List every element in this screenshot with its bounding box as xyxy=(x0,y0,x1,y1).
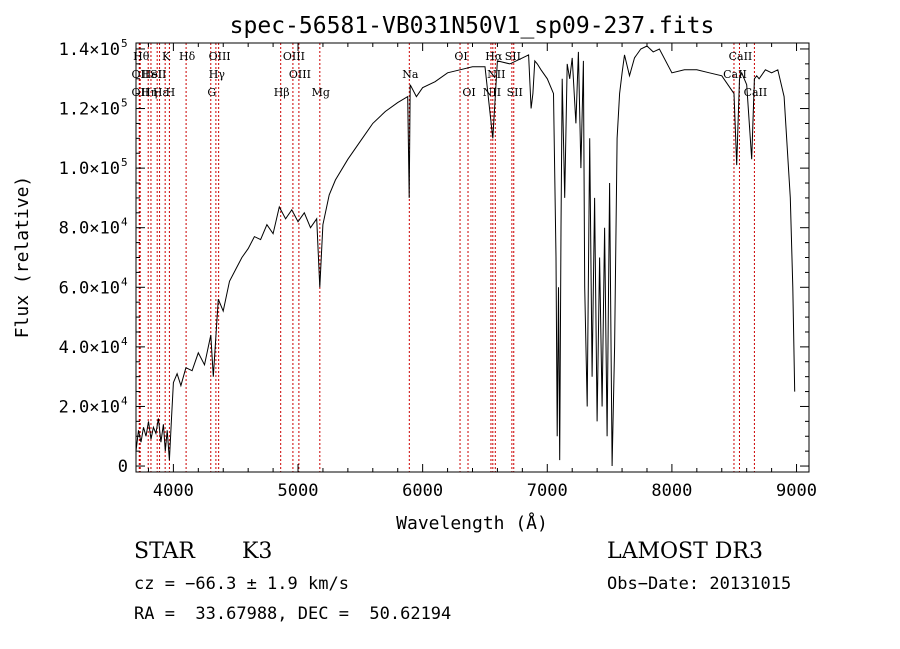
line-markers xyxy=(138,43,755,472)
line-label: Hε xyxy=(153,86,169,99)
line-label: Hδ xyxy=(179,50,196,63)
line-label: NII xyxy=(483,86,501,99)
y-tick-label: 0 xyxy=(118,457,128,477)
plot-frame xyxy=(135,42,810,473)
line-label: K xyxy=(162,50,171,63)
line-label: OIII xyxy=(283,50,305,63)
y-tick-mantissa: 1.4×10 xyxy=(59,40,120,60)
y-tick-mantissa: 1.2×10 xyxy=(59,100,120,120)
x-tick-label: 5000 xyxy=(278,481,319,501)
y-tick-mantissa: 8.0×10 xyxy=(59,219,120,239)
y-tick-label: 1.4×10 xyxy=(59,40,120,60)
line-label: CaII xyxy=(744,86,768,99)
coordinates: RA = 33.67988, DEC = 50.62194 xyxy=(134,604,452,624)
y-tick-label: 4.0×10 xyxy=(59,338,120,358)
y-tick-label: 2.0×10 xyxy=(59,397,120,417)
y-tick-exponent: 4 xyxy=(121,335,128,348)
y-tick-exponent: 4 xyxy=(121,394,128,407)
object-subclass: K3 xyxy=(242,539,273,564)
line-label: CaII xyxy=(723,68,747,81)
observation-date: Obs−Date: 20131015 xyxy=(607,574,792,594)
line-marker-labels: HθOIIOIIHηHeISIIHεKHHδGHγOIIIHβOIIIOIIIM… xyxy=(132,50,768,99)
line-label: Hβ xyxy=(274,86,290,99)
y-tick-label: 1.2×10 xyxy=(59,100,120,120)
line-label: G xyxy=(207,86,216,99)
y-tick-exponent: 5 xyxy=(121,97,128,110)
x-tick-label: 8000 xyxy=(651,481,692,501)
y-tick-mantissa: 0 xyxy=(118,457,128,477)
line-label: OIII xyxy=(289,68,311,81)
x-tick-label: 7000 xyxy=(527,481,568,501)
line-label: SII xyxy=(150,68,166,81)
line-label: SII xyxy=(505,50,521,63)
line-label: SII xyxy=(507,86,523,99)
y-axis: 02.0×10 44.0×10 46.0×10 48.0×10 41.0×10 51.2×… xyxy=(59,37,809,477)
y-tick-exponent: 4 xyxy=(121,275,128,288)
y-axis-label: Flux (relative) xyxy=(12,176,33,339)
x-axis: 4000 5000 6000 7000 8000 9000 xyxy=(147,43,817,501)
x-axis-label: Wavelength (Å) xyxy=(396,512,548,534)
line-label: OI xyxy=(454,50,467,63)
y-tick-mantissa: 2.0×10 xyxy=(59,397,120,417)
redshift-velocity: cz = −66.3 ± 1.9 km/s xyxy=(134,574,349,594)
survey-name: LAMOST DR3 xyxy=(607,539,763,564)
line-label: H xyxy=(166,86,176,99)
line-label: Na xyxy=(402,68,419,81)
object-class: STAR xyxy=(134,539,195,564)
x-tick-label: 9000 xyxy=(776,481,817,501)
line-label: HeI xyxy=(142,68,162,81)
y-tick-label: 8.0×10 xyxy=(59,219,120,239)
y-tick-mantissa: 6.0×10 xyxy=(59,278,120,298)
line-label: OIII xyxy=(209,50,231,63)
y-tick-label: 6.0×10 xyxy=(59,278,120,298)
spectrum-line xyxy=(135,45,796,467)
line-label: Hη xyxy=(141,86,157,99)
line-label: Hθ xyxy=(133,50,150,63)
line-label: CaII xyxy=(729,50,753,63)
line-label: Hα xyxy=(485,50,503,63)
y-tick-exponent: 5 xyxy=(121,37,128,50)
line-label: Mg xyxy=(312,86,330,99)
line-label: OI xyxy=(462,86,475,99)
x-tick-label: 6000 xyxy=(402,481,443,501)
y-tick-label: 1.0×10 xyxy=(59,159,120,179)
y-tick-exponent: 4 xyxy=(121,216,128,229)
y-tick-mantissa: 1.0×10 xyxy=(59,159,120,179)
y-tick-mantissa: 4.0×10 xyxy=(59,338,120,358)
line-label: Hγ xyxy=(209,68,226,81)
chart-title: spec-56581-VB031N50V1_sp09-237.fits xyxy=(230,13,715,39)
y-tick-exponent: 5 xyxy=(121,156,128,169)
x-tick-label: 4000 xyxy=(153,481,194,501)
